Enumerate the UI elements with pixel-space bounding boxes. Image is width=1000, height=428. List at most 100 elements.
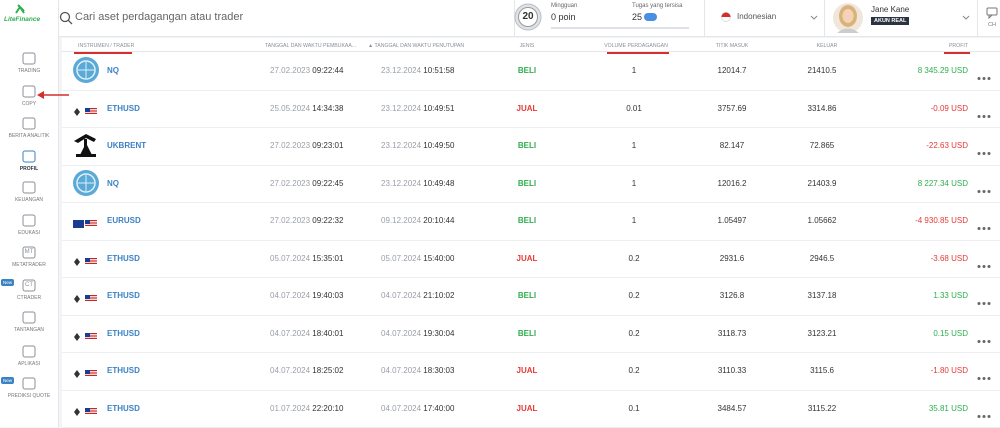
nav-icon[interactable] [21,181,37,195]
close-date: 23.12.2024 [381,179,421,188]
close-date: 04.07.2024 [381,291,421,300]
column-header[interactable]: ▲ TANGGAL DAN WAKTU PENUTUPAN [368,43,464,49]
nav-icon[interactable] [21,345,37,359]
instrument-name[interactable]: UKBRENT [107,127,146,165]
nav-label[interactable]: CTRADER [0,295,58,301]
nav-label[interactable]: METATRADER [0,262,58,268]
nav-icon[interactable] [21,52,37,66]
nav-icon[interactable] [21,214,37,228]
nav-label[interactable]: APLIKASI [0,361,58,367]
column-header[interactable]: JENIS [502,43,552,49]
close-time: 10:51:58 [423,66,454,75]
volume: 0.2 [596,240,672,278]
column-header[interactable]: TANGGAL DAN WAKTU PEMBUKAA... [265,43,356,49]
row-menu[interactable] [977,293,991,311]
progress-bar [551,27,689,29]
logo-icon [14,3,26,15]
instrument-name[interactable]: EURUSD [107,202,141,240]
nav-icon[interactable] [21,377,37,391]
tasks-pill[interactable] [644,13,657,21]
nav-icon[interactable] [21,85,37,99]
entry-price: 3118.73 [697,315,767,353]
close-time: 10:49:50 [423,141,454,150]
search-input[interactable]: Cari aset perdagangan atau trader [75,11,243,23]
profit: 8 227.34 USD [918,165,968,203]
trade-type: BELI [502,52,552,90]
instrument-name[interactable]: ETHUSD [107,277,140,315]
chat-label[interactable]: CH [988,22,996,28]
column-header[interactable]: VOLUME PERDAGANGAN [596,43,676,49]
language[interactable]: Indonesian [737,12,776,21]
instrument-icon [72,131,98,164]
row-menu[interactable] [977,406,991,424]
row-menu[interactable] [977,181,991,199]
exit-price: 2946.5 [787,240,857,278]
weekly-label: Mingguan [551,3,577,9]
instrument-name[interactable]: ETHUSD [107,315,140,353]
nav-label[interactable]: PROFIL [0,166,58,172]
row-menu[interactable] [977,143,991,161]
nav-icon[interactable] [21,311,37,325]
exit-price: 21403.9 [787,165,857,203]
row-menu[interactable] [977,218,991,236]
nav-icon[interactable] [21,117,37,131]
instrument-icon [73,254,99,272]
volume: 0.1 [596,390,672,428]
entry-price: 12016.2 [697,165,767,203]
nav-label[interactable]: BERITA ANALITIK [0,133,58,139]
instrument-icon [73,104,99,122]
close-date: 23.12.2024 [381,66,421,75]
entry-price: 3484.57 [697,390,767,428]
close-datetime: 09.12.2024 20:10:44 [381,202,454,240]
row-menu[interactable] [977,331,991,349]
trade-type: BELI [502,165,552,203]
instrument-name[interactable]: ETHUSD [107,390,140,428]
instrument-name[interactable]: ETHUSD [107,240,140,278]
instrument-icon [73,291,99,309]
profit: -22.63 USD [926,127,968,165]
nav-label[interactable]: TRADING [0,68,58,74]
volume: 0.01 [596,90,672,128]
new-badge: New [1,279,14,286]
trade-type: BELI [502,277,552,315]
instrument-name[interactable]: ETHUSD [107,90,140,128]
entry-price: 1.05497 [697,202,767,240]
column-header[interactable]: KELUAR [792,43,862,49]
column-header[interactable]: TITIK MASUK [697,43,767,49]
row-menu[interactable] [977,106,991,124]
exit-price: 3123.21 [787,315,857,353]
instrument-name[interactable]: NQ [107,52,119,90]
nav-label[interactable]: EDUKASI [0,230,58,236]
row-menu[interactable] [977,256,991,274]
close-date: 09.12.2024 [381,216,421,225]
nav-label[interactable]: PREDIKSI QUOTE [0,393,58,399]
nav-icon[interactable] [21,150,37,164]
instrument-name[interactable]: NQ [107,165,119,203]
instrument-name[interactable]: ETHUSD [107,352,140,390]
chevron[interactable] [962,13,970,21]
chevron[interactable] [810,13,818,21]
close-date: 04.07.2024 [381,329,421,338]
nav-label[interactable]: TANTANGAN [0,327,58,333]
open-time: 09:22:45 [312,179,343,188]
open-time: 22:20:10 [312,404,343,413]
nav-label[interactable]: KEUANGAN [0,197,58,203]
exit-price: 21410.5 [787,52,857,90]
row-menu[interactable] [977,368,991,386]
avatar[interactable] [832,2,864,34]
chat-icon[interactable] [986,7,998,19]
row-menu[interactable] [977,68,991,86]
column-header[interactable]: PROFIT [949,43,968,49]
column-header[interactable]: INSTRUMEN / TRADER [78,43,134,49]
